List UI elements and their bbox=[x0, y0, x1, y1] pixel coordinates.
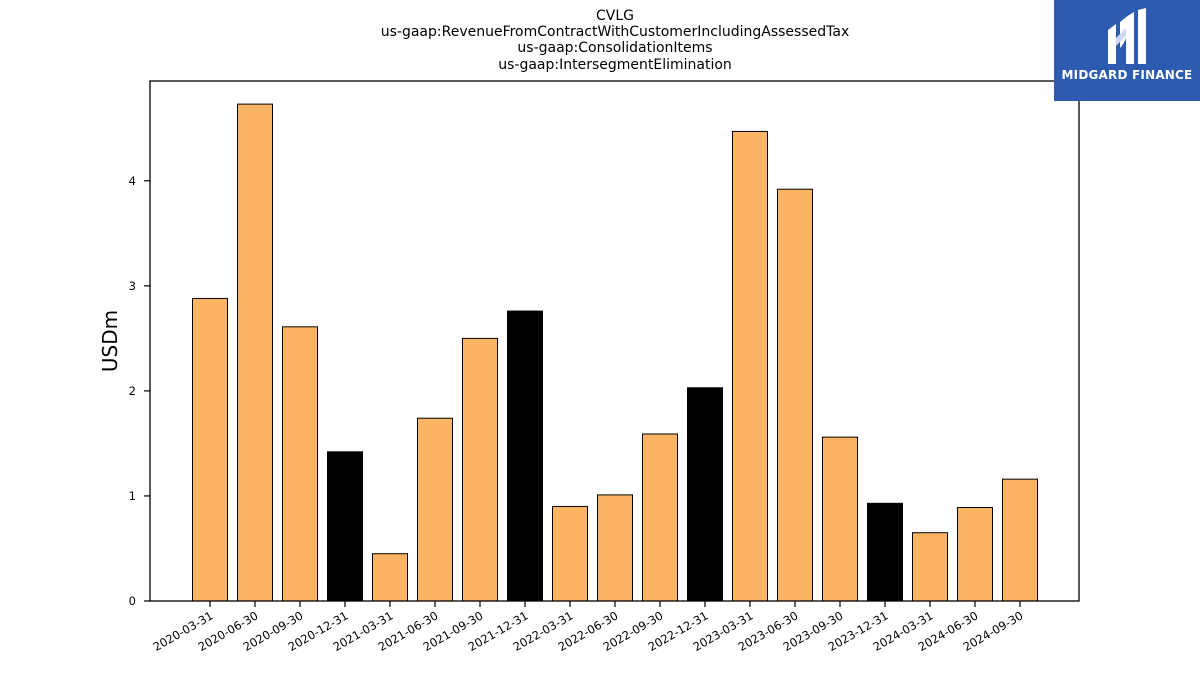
plot-area-frame bbox=[149, 80, 1080, 602]
x-axis: 2020-03-312020-06-302020-09-302020-12-31… bbox=[151, 601, 1026, 654]
bar-2024-06-30 bbox=[957, 507, 993, 602]
logo-text: MIDGARD FINANCE bbox=[1061, 68, 1193, 82]
bar-2020-09-30 bbox=[282, 326, 318, 602]
bar-2024-03-31 bbox=[912, 532, 948, 602]
bar-series bbox=[192, 103, 1038, 602]
bar-2022-06-30 bbox=[597, 494, 633, 602]
bar-2020-03-31 bbox=[192, 297, 228, 602]
bar-2021-06-30 bbox=[417, 417, 453, 602]
midgard-finance-logo: MIDGARD FINANCE bbox=[1054, 0, 1200, 101]
y-tick-label: 4 bbox=[129, 174, 136, 188]
bar-2021-12-31 bbox=[507, 310, 543, 602]
midgard-logo-icon bbox=[1108, 8, 1146, 64]
bar-2023-03-31 bbox=[732, 130, 768, 602]
bar-2020-12-31 bbox=[327, 451, 363, 602]
chart-title-line-3: us-gaap:ConsolidationItems bbox=[517, 40, 712, 56]
bar-2021-03-31 bbox=[372, 553, 408, 602]
bar-2023-09-30 bbox=[822, 436, 858, 602]
bar-2020-06-30 bbox=[237, 103, 273, 602]
chart-title-line-2: us-gaap:RevenueFromContractWithCustomerI… bbox=[381, 24, 850, 40]
y-tick-label: 3 bbox=[129, 279, 136, 293]
bar-2023-06-30 bbox=[777, 188, 813, 602]
bar-2022-12-31 bbox=[687, 387, 723, 602]
y-tick-label: 2 bbox=[129, 384, 136, 398]
bar-2021-09-30 bbox=[462, 337, 498, 602]
y-tick-label: 1 bbox=[129, 489, 136, 503]
chart-title-line-4: us-gaap:IntersegmentElimination bbox=[498, 57, 732, 73]
bar-2024-09-30 bbox=[1002, 478, 1038, 602]
y-axis: 0 1 2 3 4 bbox=[129, 174, 150, 608]
y-tick-label: 0 bbox=[129, 594, 136, 608]
bar-2022-03-31 bbox=[552, 505, 588, 602]
y-axis-label: USDm bbox=[98, 310, 122, 372]
bar-2022-09-30 bbox=[642, 433, 678, 602]
bar-2023-12-31 bbox=[867, 502, 903, 602]
chart-title-line-1: CVLG bbox=[596, 8, 634, 24]
chart-title: CVLG us-gaap:RevenueFromContractWithCust… bbox=[381, 8, 850, 73]
